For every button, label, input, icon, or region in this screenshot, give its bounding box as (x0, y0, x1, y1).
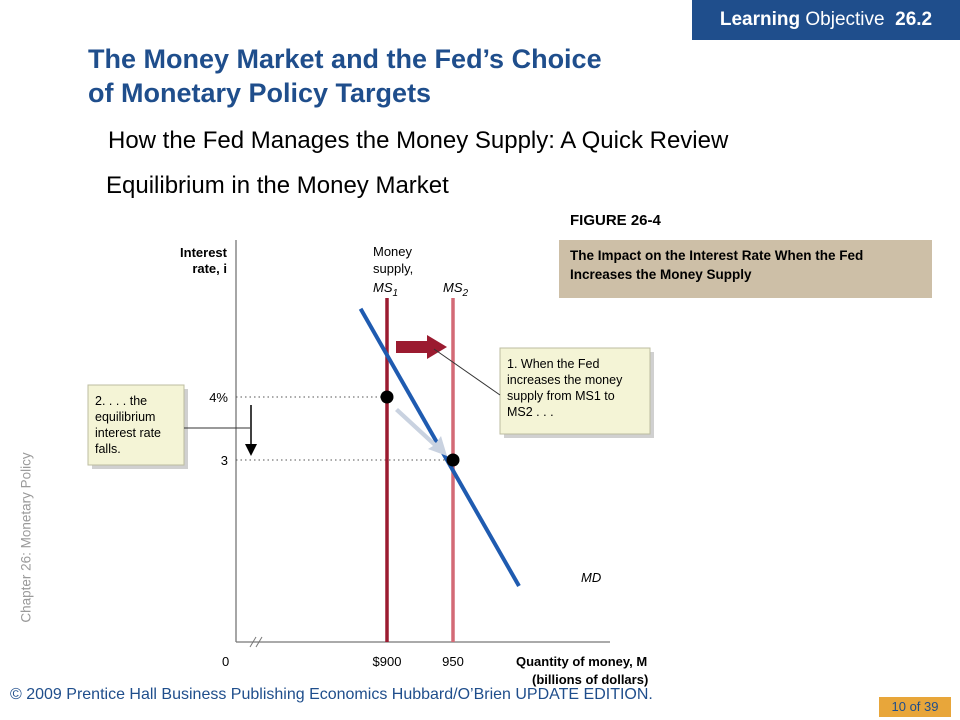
x-tick-label-0: $900 (373, 654, 402, 669)
bullet-heading-1: How the Fed Manages the Money Supply: A … (108, 127, 729, 154)
figure-caption: The Impact on the Interest Rate When the… (559, 240, 932, 298)
equilibrium-point-0 (380, 390, 394, 404)
learning-objective-badge: Learning Objective 26.2 (692, 0, 960, 40)
callout-fed-increase-box (499, 347, 651, 435)
callout-rate-falls-box (87, 384, 185, 466)
badge-number: 26.2 (895, 9, 933, 30)
title-line-2: of Monetary Policy Targets (88, 78, 432, 108)
callout-rate-falls-line-1: equilibrium (95, 410, 155, 424)
callout-rate-falls-line-3: falls. (95, 442, 121, 456)
ms1-label-line-2: supply, (373, 261, 413, 276)
x-tick-label-1: 950 (442, 654, 464, 669)
ms1-label: MS1 (373, 280, 398, 299)
y-axis-label-line-1: Interest (180, 245, 228, 260)
callout-fed-increase-line-2: supply from MS1 to (507, 389, 615, 403)
title-line-1: The Money Market and the Fed’s Choice (88, 44, 602, 74)
ms2-label: MS2 (443, 280, 469, 299)
origin-label: 0 (222, 654, 229, 669)
ms1-label-line-1: Money (373, 244, 413, 259)
callout-1-leader (433, 348, 501, 396)
md-label: MD (581, 570, 601, 585)
badge-rest-text: Objective (800, 9, 885, 30)
callout-fed-increase-line-3: MS2 . . . (507, 405, 554, 419)
page-number: 10 of 39 (879, 697, 951, 717)
copyright-footer: © 2009 Prentice Hall Business Publishing… (10, 686, 653, 703)
y-axis-label-line-2: rate, i (192, 261, 227, 276)
y-tick-label-0: 4% (209, 390, 228, 405)
bullet-heading-2: Equilibrium in the Money Market (106, 172, 449, 199)
y-tick-label-1: 3 (221, 453, 228, 468)
equilibrium-point-1 (446, 453, 460, 467)
callout-fed-increase-line-0: 1. When the Fed (507, 357, 599, 371)
shift-arrow-icon (396, 335, 447, 359)
page-title: The Money Market and the Fed’s Choice of … (88, 42, 748, 110)
figure-label: FIGURE 26-4 (570, 212, 661, 229)
x-axis-label-line-1: Quantity of money, M (516, 654, 647, 669)
callout-rate-falls-line-0: 2. . . . the (95, 394, 147, 408)
badge-bold-text: Learning (719, 9, 801, 30)
x-axis-label-line-2: (billions of dollars) (532, 672, 648, 687)
movement-arrow-icon (395, 408, 447, 456)
axis-break-mark-2 (255, 636, 263, 648)
chapter-side-label: Chapter 26: Monetary Policy (18, 452, 34, 623)
callout-fed-increase-line-1: increases the money (507, 373, 623, 387)
axis-break-mark-1 (249, 636, 257, 648)
callout-rate-falls-line-2: interest rate (95, 426, 161, 440)
